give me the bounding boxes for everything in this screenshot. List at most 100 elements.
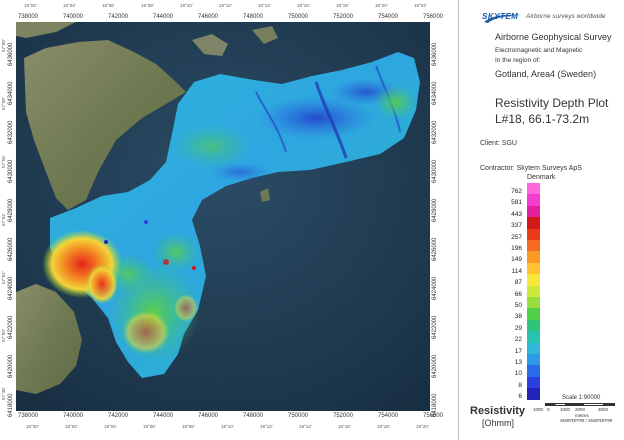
skytem-logo bbox=[484, 10, 524, 23]
colorbar-swatch bbox=[527, 228, 540, 241]
colorbar-title: Resistivity bbox=[470, 405, 526, 417]
colorbar-swatch bbox=[527, 183, 540, 195]
scale-tick-label: 2000 bbox=[575, 407, 586, 412]
y-axis-degree-left: 57°48' bbox=[1, 387, 6, 400]
colorbar-swatch bbox=[527, 262, 540, 275]
survey-subtitle-2: In the region of: bbox=[495, 57, 541, 64]
colorbar-swatch bbox=[527, 274, 540, 287]
x-axis-degree-top: 19°10' bbox=[180, 3, 193, 8]
scale-unit: metres bbox=[575, 413, 589, 418]
colorbar-swatch bbox=[527, 217, 540, 230]
x-axis-degree-top: 19°08' bbox=[141, 3, 154, 8]
colorbar-swatch bbox=[527, 240, 540, 252]
x-axis-degree-top: 19°22' bbox=[414, 3, 427, 8]
y-axis-degree-left: 57°00' bbox=[1, 39, 6, 52]
y-axis-degree-left: 57°56' bbox=[1, 155, 6, 168]
colorbar-swatch bbox=[527, 331, 540, 344]
y-axis-degree-left: 57°54' bbox=[1, 213, 6, 226]
plot-title: Resistivity Depth Plot bbox=[495, 96, 609, 110]
scale-tick-label: 1000 bbox=[533, 407, 544, 412]
colorbar-swatch bbox=[527, 308, 540, 321]
colorbar-swatch bbox=[527, 319, 540, 332]
x-axis-degree-bottom: 19°18' bbox=[377, 424, 390, 429]
colorbar-swatch bbox=[527, 376, 540, 389]
colorbar-label: 22 bbox=[514, 336, 522, 344]
x-axis-tick-top: 750000 bbox=[288, 14, 309, 20]
scale-tick-label: 3000 bbox=[598, 407, 609, 412]
x-axis-tick-top: 748000 bbox=[243, 14, 264, 20]
colorbar-swatch bbox=[527, 251, 540, 264]
contractor-line-2: Denmark bbox=[527, 174, 556, 181]
colorbar-swatch bbox=[527, 205, 540, 218]
colorbar-swatch bbox=[527, 342, 540, 355]
y-axis-tick-left: 6418000 bbox=[8, 393, 14, 417]
x-axis-degree-top: 19°14' bbox=[258, 3, 271, 8]
x-axis-tick-top: 746000 bbox=[198, 14, 219, 20]
x-axis-degree-bottom: 19°12' bbox=[260, 424, 273, 429]
y-axis-degree-left: 57°50' bbox=[1, 329, 6, 342]
y-axis-tick-right: 6432000 bbox=[432, 120, 438, 144]
colorbar-label: 196 bbox=[511, 245, 522, 252]
x-axis-degree-top: 19°18' bbox=[336, 3, 349, 8]
map-canvas[interactable] bbox=[16, 22, 430, 411]
x-axis-tick-bottom: 738000 bbox=[18, 413, 39, 419]
logo-tagline: Airborne surveys worldwide bbox=[526, 13, 606, 20]
x-axis-tick-bottom: 750000 bbox=[288, 413, 309, 419]
colorbar-swatch bbox=[527, 297, 540, 309]
x-axis-tick-bottom: 744000 bbox=[153, 413, 174, 419]
x-axis-tick-top: 740000 bbox=[63, 14, 84, 20]
y-axis-tick-left: 6424000 bbox=[8, 276, 14, 300]
colorbar-label: 66 bbox=[514, 290, 522, 298]
logo-text: SKYTEM bbox=[482, 12, 519, 21]
x-axis-degree-top: 19°04' bbox=[63, 3, 76, 8]
x-axis-degree-top: 19°06' bbox=[102, 3, 115, 8]
colorbar-label: 8 bbox=[518, 381, 522, 389]
x-axis-tick-top: 754000 bbox=[378, 14, 399, 20]
scale-projection: SWEREF99 / SWEREF99 bbox=[560, 418, 613, 423]
x-axis-degree-bottom: 19°08' bbox=[182, 424, 195, 429]
scale-tick-label: 0 bbox=[547, 407, 550, 412]
colorbar-label: 257 bbox=[511, 233, 522, 241]
colorbar-swatch bbox=[527, 354, 540, 366]
colorbar-swatch bbox=[527, 194, 540, 207]
colorbar-unit: [Ohmm] bbox=[482, 418, 515, 428]
colorbar-swatch bbox=[527, 285, 540, 298]
map-frame: 19°02' 19°04' 19°06' 19°08' 19°10' 19°12' 19°1… bbox=[1, 3, 444, 429]
scale-label: Scale 1:90000 bbox=[562, 395, 601, 401]
x-axis-degree-bottom: 19°04' bbox=[104, 424, 117, 429]
colorbar-label: 114 bbox=[511, 267, 522, 275]
colorbar-label: 581 bbox=[511, 199, 522, 207]
y-axis-tick-right: 6420000 bbox=[432, 354, 438, 378]
x-axis-tick-bottom: 756000 bbox=[423, 413, 444, 419]
colorbar-label: 149 bbox=[511, 256, 522, 264]
y-axis-tick-right: 6426000 bbox=[432, 237, 438, 261]
colorbar-label: 337 bbox=[511, 222, 522, 230]
survey-region: Gotland, Area4 (Sweden) bbox=[495, 69, 597, 79]
x-axis-degree-bottom: 19°16' bbox=[338, 424, 351, 429]
survey-title: Airborne Geophysical Survey bbox=[495, 32, 612, 42]
y-axis-tick-left: 6428000 bbox=[8, 198, 14, 222]
colorbar-swatch bbox=[527, 365, 540, 378]
colorbar-swatch bbox=[527, 388, 540, 401]
satellite-map bbox=[16, 22, 430, 411]
x-axis-degree-bottom: 18°02' bbox=[65, 424, 78, 429]
x-axis-degree-bottom: 19°10' bbox=[221, 424, 234, 429]
y-axis-tick-left: 6436000 bbox=[8, 42, 14, 66]
y-axis-tick-right: 6422000 bbox=[432, 315, 438, 339]
colorbar-label: 10 bbox=[514, 370, 522, 378]
survey-subtitle-1: Electromagnetic and Magnetic bbox=[495, 47, 583, 54]
y-axis-tick-right: 6428000 bbox=[432, 198, 438, 222]
colorbar-label: 443 bbox=[511, 210, 522, 218]
x-axis-degree-bottom: 19°00' bbox=[26, 424, 39, 429]
colorbar-label: 38 bbox=[514, 313, 522, 321]
colorbar-label: 13 bbox=[514, 359, 522, 366]
x-axis-tick-bottom: 748000 bbox=[243, 413, 264, 419]
y-axis-tick-left: 6434000 bbox=[8, 81, 14, 105]
colorbar-label: 87 bbox=[514, 279, 522, 287]
colorbar-label: 50 bbox=[514, 302, 522, 309]
x-axis-degree-top: 19°02' bbox=[24, 3, 37, 8]
colorbar-label: 17 bbox=[514, 347, 522, 355]
y-axis-degree-left: 57°58' bbox=[1, 97, 6, 110]
y-axis-tick-right: 6436000 bbox=[432, 42, 438, 66]
y-axis-tick-left: 6426000 bbox=[8, 237, 14, 261]
